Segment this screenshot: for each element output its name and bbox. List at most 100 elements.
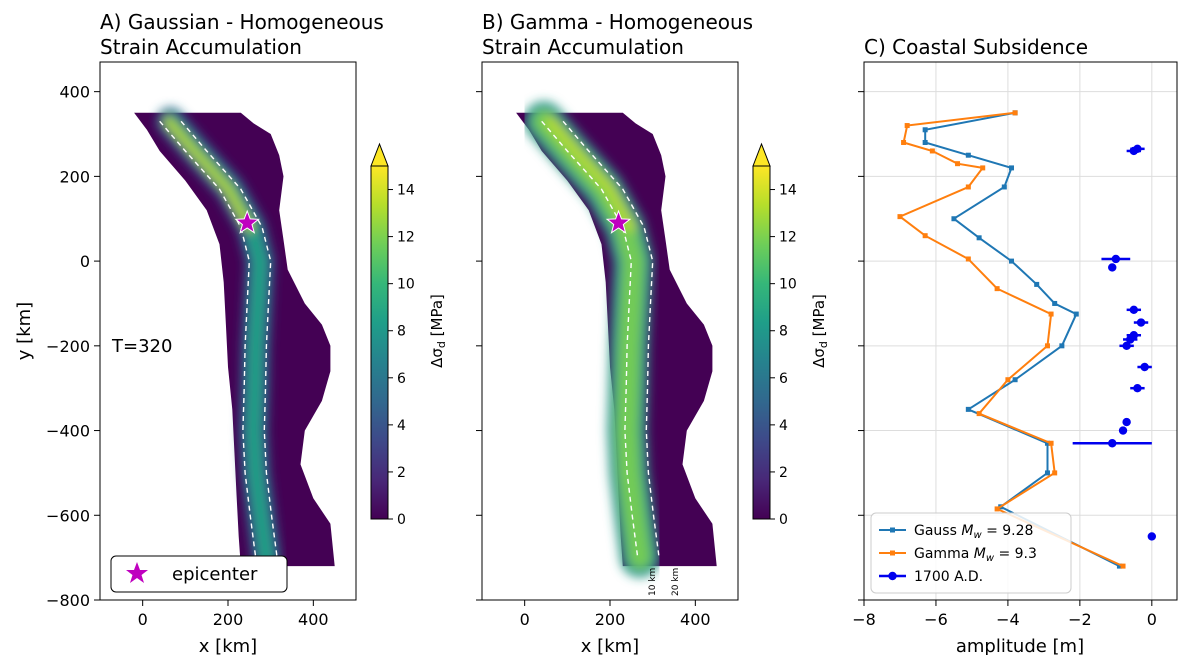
panel-a-time-annotation: T=320: [111, 336, 172, 357]
epicenter-star-icon: [126, 562, 148, 583]
x-tick-label: 400: [298, 610, 329, 629]
panel-c-axes: −8 −6 −4 −2 0: [852, 91, 1157, 629]
series-point: [904, 123, 910, 129]
colorbar-b: 0 2 4 6 8 10 12 14 Δσd [MPa]: [752, 142, 830, 528]
series-point: [1052, 300, 1058, 306]
colorbar-tick-label: 12: [779, 230, 797, 246]
series-point: [1001, 184, 1007, 190]
colorbar-tick-label: 6: [779, 371, 788, 387]
observation-point: [1108, 263, 1117, 272]
colorbar-tick-label: 6: [397, 371, 406, 387]
colorbar-tick-label: 2: [779, 465, 788, 481]
panel-a-axes: 0 200 400 −800 −600 −400 −200 0 200 400: [46, 83, 329, 629]
contour-20km: [180, 120, 278, 558]
x-tick-label: 200: [595, 610, 626, 629]
series-point: [994, 506, 1000, 512]
observation-point: [1108, 439, 1117, 448]
x-tick-label: 0: [520, 610, 530, 629]
colorbar-tick-label: 8: [397, 324, 406, 340]
legend-box: [110, 555, 288, 593]
legend-label: 1700 A.D.: [914, 569, 983, 585]
x-tick-label: 0: [138, 610, 148, 629]
panel-b-xlabel: x [km]: [581, 636, 639, 655]
panel-b-title-line1: B) Gamma - Homogeneous: [482, 10, 753, 34]
series-point: [1044, 470, 1050, 476]
contour-10km: [159, 120, 257, 558]
contour-10km: [541, 120, 639, 558]
panel-b-title-line2: Strain Accumulation: [482, 35, 684, 59]
colorbar-gradient: [753, 166, 770, 519]
x-tick-label: 0: [1147, 610, 1157, 629]
y-tick-label: 0: [80, 252, 90, 271]
panel-b: B) Gamma - Homogeneous Strain Accumulati…: [476, 10, 753, 655]
colorbar-tick-label: 8: [779, 324, 788, 340]
series-point: [1116, 563, 1122, 569]
series-point: [965, 256, 971, 262]
series-point: [976, 411, 982, 417]
colorbar-extend-arrow: [370, 142, 389, 167]
x-tick-label: −4: [996, 610, 1020, 629]
series-point: [1009, 165, 1015, 171]
epicenter-star-icon: [234, 209, 260, 234]
panel-c-legend: Gauss Mw = 9.28 Gamma Mw = 9.3 1700 A.D.: [870, 512, 1072, 594]
panel-c-xlabel: amplitude [m]: [956, 636, 1084, 655]
contour-label-10km: 10 km: [648, 568, 658, 596]
panel-c-plot: [897, 110, 1157, 569]
legend-marker: [890, 550, 895, 556]
contour-20km: [562, 120, 660, 558]
series-point: [1012, 110, 1018, 116]
panel-b-axes: 0 200 400: [476, 91, 711, 629]
series-2: [1072, 144, 1157, 541]
y-tick-label: −400: [46, 422, 90, 441]
panel-a-xlabel: x [km]: [199, 636, 257, 655]
panel-a-title-line2: Strain Accumulation: [100, 35, 302, 59]
observation-point: [1126, 335, 1135, 344]
colorbar-tick-label: 4: [397, 418, 406, 434]
colorbar-tick-label: 14: [397, 183, 415, 199]
x-tick-label: −2: [1068, 610, 1092, 629]
panel-a-ylabel: y [km]: [14, 302, 35, 360]
series-point: [955, 161, 961, 167]
colorbar-a-label: Δσd [MPa]: [428, 294, 448, 368]
series-point: [980, 165, 986, 171]
colorbar-tick-label: 0: [779, 512, 788, 528]
series-line: [924, 111, 1120, 567]
y-tick-label: 200: [59, 167, 90, 186]
colorbar-tick-label: 10: [779, 277, 797, 293]
observation-point: [1111, 254, 1121, 264]
series-point: [897, 214, 903, 220]
series-point: [965, 152, 971, 158]
series-point: [1073, 311, 1079, 317]
x-tick-label: −8: [852, 610, 876, 629]
series-point: [1005, 377, 1011, 383]
series-0: [922, 110, 1122, 569]
series-1: [897, 110, 1126, 569]
stress-band: [156, 107, 281, 572]
legend-epicenter-label: epicenter: [172, 564, 258, 585]
series-point: [1059, 343, 1065, 349]
series-point: [1012, 377, 1018, 383]
colorbar-extend-arrow: [752, 142, 771, 167]
series-point: [1052, 470, 1058, 476]
observation-point: [1147, 532, 1157, 541]
panel-c-legend-box: [870, 512, 1072, 594]
y-tick-label: 400: [59, 83, 90, 102]
legend-marker: [890, 527, 895, 533]
x-tick-label: 400: [680, 610, 711, 629]
x-tick-label: −6: [924, 610, 948, 629]
series-point: [1048, 440, 1054, 446]
colorbar-tick-label: 2: [397, 465, 406, 481]
legend-label: Gamma Mw = 9.3: [914, 546, 1037, 564]
panel-c-title: C) Coastal Subsidence: [864, 35, 1088, 59]
domain-region: [134, 112, 335, 567]
series-point: [929, 148, 935, 154]
series-point: [951, 216, 957, 222]
panel-c-frame: [863, 61, 1178, 601]
observation-point: [1140, 362, 1149, 372]
panel-a-title-line1: A) Gaussian - Homogeneous: [100, 10, 384, 34]
series-point: [901, 139, 907, 145]
series-point: [1120, 563, 1126, 569]
observation-point: [1122, 417, 1131, 427]
colorbar-tick-label: 14: [779, 183, 797, 199]
